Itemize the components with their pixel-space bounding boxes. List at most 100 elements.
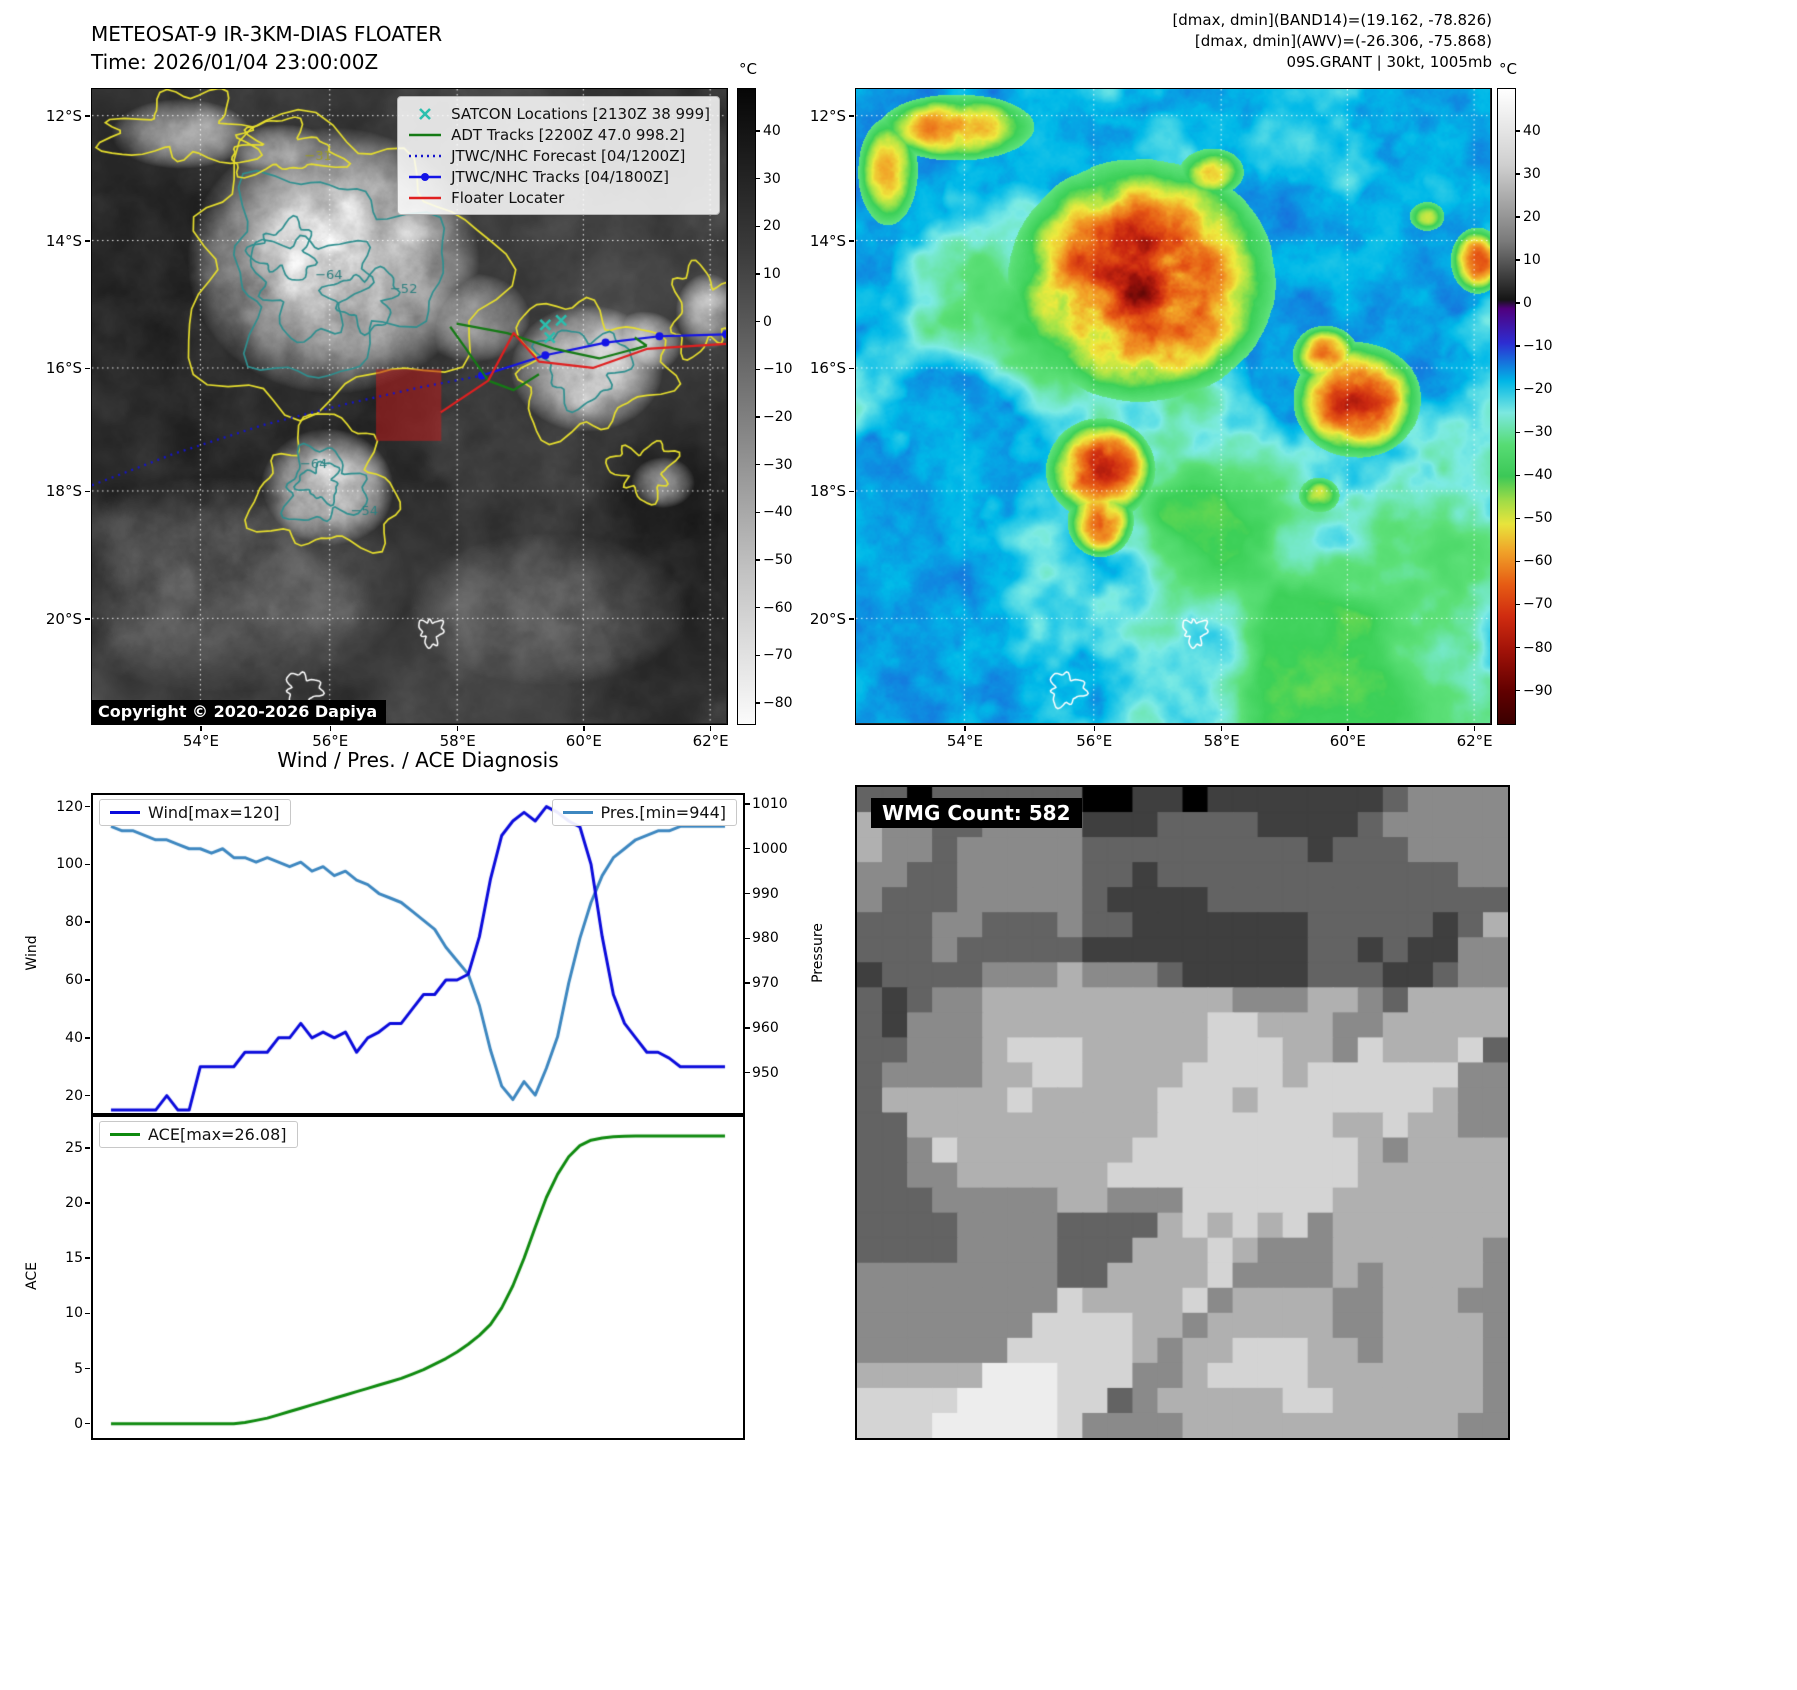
legend-item-label: SATCON Locations [2130Z 38 999] xyxy=(451,104,710,123)
tick-label: 100 xyxy=(56,856,83,873)
legend-item-label: JTWC/NHC Tracks [04/1800Z] xyxy=(451,167,669,186)
wind-legend: Wind[max=120] xyxy=(99,799,291,826)
tick-mark xyxy=(1473,725,1476,731)
tick-label: 0 xyxy=(763,313,772,330)
tick-label: −40 xyxy=(763,504,793,521)
tick-label: −70 xyxy=(1523,596,1553,613)
ir-map-legend: SATCON Locations [2130Z 38 999] ADT Track… xyxy=(397,96,720,215)
tick-mark xyxy=(84,367,90,370)
tick-label: −40 xyxy=(1523,467,1553,484)
tick-label: 30 xyxy=(1523,166,1541,183)
tick-label: −80 xyxy=(1523,639,1553,656)
tick-label: 20 xyxy=(65,1195,83,1212)
tick-mark xyxy=(1516,345,1520,347)
tick-label: 5 xyxy=(74,1360,83,1377)
tick-mark xyxy=(848,115,854,117)
tick-label: −10 xyxy=(763,361,793,378)
tick-label: 40 xyxy=(763,122,781,139)
tick-label: 20 xyxy=(763,218,781,235)
tick-mark xyxy=(745,847,750,850)
tick-mark xyxy=(85,1257,90,1259)
line-icon xyxy=(409,133,442,136)
pressure-legend-label: Pres.[min=944] xyxy=(600,803,726,822)
pressure-axis-label: Pressure xyxy=(810,923,826,983)
wmg-count-panel: WMG Count: 582 xyxy=(855,785,1510,1440)
legend-item-label: ADT Tracks [2200Z 47.0 998.2] xyxy=(451,125,685,144)
tick-label: 16°S xyxy=(809,359,846,378)
diagnosis-title: Wind / Pres. / ACE Diagnosis xyxy=(277,748,559,772)
tick-mark xyxy=(1516,388,1520,391)
enhanced-colorbar xyxy=(1497,88,1516,725)
tick-mark xyxy=(85,863,90,866)
tick-label: 980 xyxy=(752,930,779,947)
tick-mark xyxy=(84,490,90,493)
tick-label: 16°S xyxy=(45,359,82,378)
tick-label: −10 xyxy=(1523,338,1553,355)
tick-label: −50 xyxy=(1523,510,1553,527)
legend-item: ADT Tracks [2200Z 47.0 998.2] xyxy=(407,124,710,145)
tick-mark xyxy=(745,937,750,940)
tick-mark xyxy=(756,416,760,418)
enhanced-header-line2: [dmax, dmin](AWV)=(-26.306, -75.868) xyxy=(1194,32,1492,50)
wind-pressure-chart-panel: Wind[max=120] Pres.[min=944] xyxy=(91,793,745,1115)
ace-chart-panel: ACE[max=26.08] xyxy=(91,1115,745,1440)
tick-label: 60°E xyxy=(565,732,602,750)
tick-label: 58°E xyxy=(1203,732,1240,750)
tick-mark xyxy=(1516,173,1520,175)
tick-mark xyxy=(1516,130,1520,132)
tick-label: 0 xyxy=(1523,295,1532,312)
tick-label: 20°S xyxy=(45,609,82,628)
tick-mark xyxy=(85,1367,90,1370)
tick-mark xyxy=(1516,431,1520,434)
tick-mark xyxy=(756,320,760,323)
tick-label: 10 xyxy=(65,1305,83,1322)
pressure-legend: Pres.[min=944] xyxy=(551,799,737,826)
tick-label: 58°E xyxy=(439,732,476,750)
tick-mark xyxy=(848,618,854,620)
copyright-label: Copyright © 2020-2026 Dapiya xyxy=(92,700,387,724)
tick-mark xyxy=(745,982,750,984)
tick-mark xyxy=(1516,689,1520,692)
tick-mark xyxy=(1516,603,1520,606)
ir-panel-title: METEOSAT-9 IR-3KM-DIAS FLOATER Time: 202… xyxy=(91,20,442,76)
tick-label: −30 xyxy=(763,456,793,473)
tick-label: 60°E xyxy=(1329,732,1366,750)
tick-mark xyxy=(756,273,760,275)
tick-mark xyxy=(85,979,90,981)
tick-mark xyxy=(756,368,760,371)
tick-mark xyxy=(456,725,459,731)
tick-mark xyxy=(1220,725,1223,731)
tick-label: 990 xyxy=(752,885,779,902)
tick-label: −50 xyxy=(763,552,793,569)
tick-label: 20 xyxy=(65,1087,83,1104)
tick-mark xyxy=(756,702,760,704)
tick-mark xyxy=(745,803,750,805)
tick-label: 1000 xyxy=(752,840,788,857)
tick-mark xyxy=(848,490,854,493)
tick-mark xyxy=(745,1027,750,1029)
tick-label: −80 xyxy=(763,695,793,712)
enhanced-header-line1: [dmax, dmin](BAND14)=(19.162, -78.826) xyxy=(1172,11,1492,29)
line-marker-icon xyxy=(409,172,442,181)
ace-line-sample-icon xyxy=(110,1133,140,1136)
ir-title-line2: Time: 2026/01/04 23:00:00Z xyxy=(91,50,379,74)
wind-legend-label: Wind[max=120] xyxy=(148,803,280,822)
tick-mark xyxy=(1093,725,1095,731)
legend-item: JTWC/NHC Forecast [04/1200Z] xyxy=(407,145,710,166)
tick-label: 960 xyxy=(752,1019,779,1036)
tick-label: 15 xyxy=(65,1250,83,1267)
tick-label: 10 xyxy=(1523,252,1541,269)
enhanced-satellite-map-panel xyxy=(855,88,1492,725)
tick-mark xyxy=(1516,474,1520,477)
tick-label: 25 xyxy=(65,1139,83,1156)
tick-mark xyxy=(583,725,585,731)
tick-label: 1010 xyxy=(752,795,788,812)
ir-title-line1: METEOSAT-9 IR-3KM-DIAS FLOATER xyxy=(91,22,443,46)
tick-label: 20 xyxy=(1523,209,1541,226)
tick-label: 14°S xyxy=(45,232,82,251)
tick-label: −30 xyxy=(1523,424,1553,441)
enhanced-satellite-image xyxy=(856,89,1490,723)
tick-mark xyxy=(85,805,90,808)
tick-mark xyxy=(745,1071,750,1074)
